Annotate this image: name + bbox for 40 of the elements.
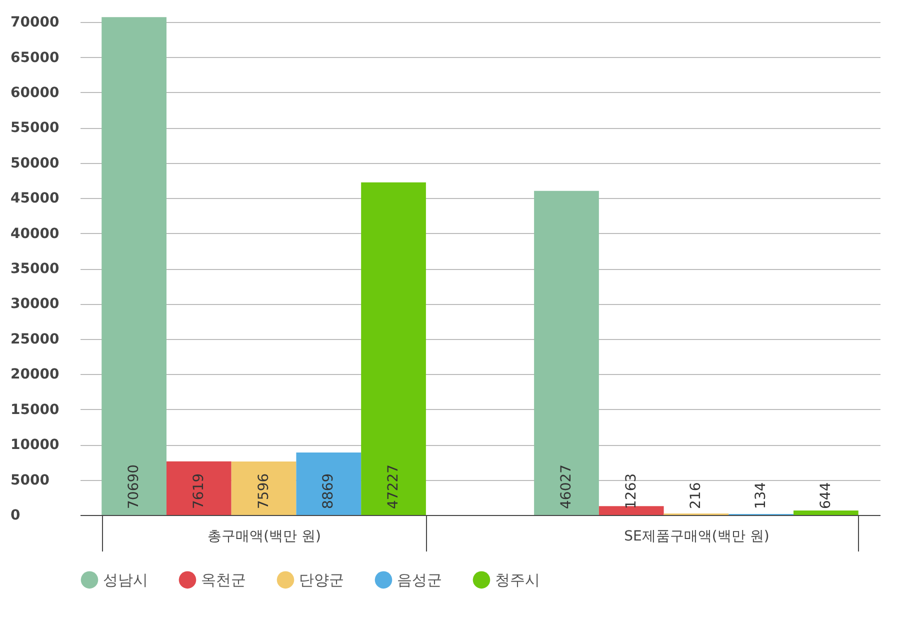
- data-label: 7619: [190, 473, 207, 509]
- bar: [534, 190, 599, 515]
- bar: [598, 506, 664, 515]
- y-tick-label: 5000: [10, 472, 50, 488]
- data-label: 7596: [256, 473, 272, 509]
- y-tick-label: 55000: [10, 120, 60, 136]
- legend-label: 성남시: [103, 570, 148, 589]
- data-label: 47227: [386, 464, 402, 509]
- y-tick-label: 35000: [10, 261, 60, 278]
- data-label: 216: [688, 482, 704, 509]
- y-tick-label: 30000: [10, 296, 60, 312]
- y-tick-label: 20000: [10, 366, 60, 383]
- legend-label: 옥천군: [201, 570, 246, 589]
- bar: [296, 452, 362, 515]
- y-tick-label: 0: [10, 508, 20, 524]
- y-tick-label: 40000: [10, 226, 60, 242]
- y-tick-label: 10000: [10, 437, 60, 454]
- bar: [794, 510, 858, 515]
- bar: [102, 17, 166, 515]
- data-label: 644: [818, 482, 834, 509]
- y-tick-label: 15000: [10, 402, 60, 418]
- data-label: 8869: [320, 473, 337, 509]
- x-tick-label: SE제품구매액(백만 원): [624, 528, 770, 544]
- y-tick-label: 50000: [10, 155, 60, 172]
- legend-label: 청주시: [495, 570, 540, 589]
- y-tick-label: 70000: [10, 14, 60, 31]
- bar: [166, 461, 232, 515]
- bar: [361, 182, 426, 515]
- x-tick-label: 총구매액(백만 원): [208, 528, 321, 544]
- y-tick-label: 45000: [10, 190, 60, 207]
- data-label: 1263: [623, 473, 640, 509]
- legend-label: 음성군: [397, 570, 442, 589]
- y-tick-label: 25000: [10, 331, 60, 348]
- bar: [231, 462, 296, 515]
- data-label: 46027: [558, 464, 574, 509]
- legend-label: 단양군: [299, 570, 344, 589]
- y-tick-label: 65000: [10, 50, 60, 66]
- y-tick-label: 60000: [10, 84, 60, 101]
- data-label: 134: [753, 482, 770, 509]
- data-label: 70690: [126, 464, 142, 509]
